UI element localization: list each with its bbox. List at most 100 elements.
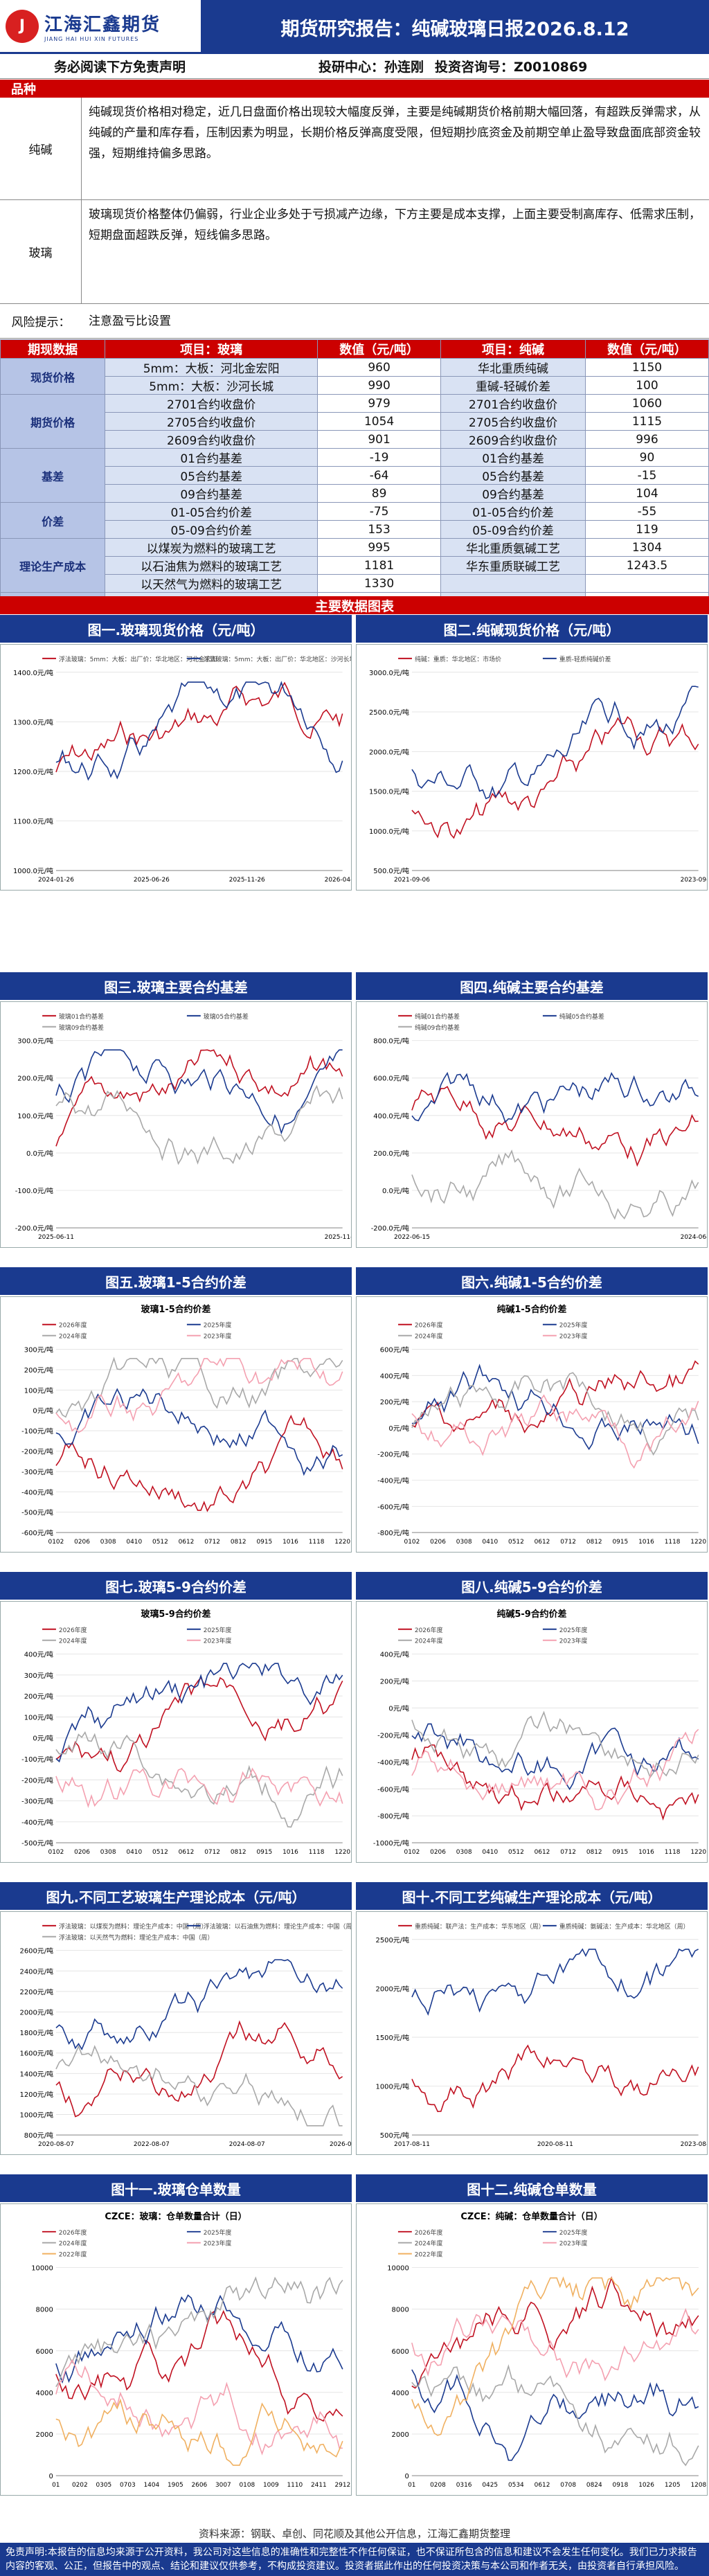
- x-tick-label: 2017-08-11: [394, 2141, 430, 2148]
- chart-panel: 浮法玻璃：以煤炭为燃料：理论生产成本：中国（周） 浮法玻璃：以石油焦为燃料：理论生…: [0, 1911, 352, 2155]
- report-header: J 江海汇鑫期货 JIANG HAI HUI XIN FUTURES 期货研究报…: [0, 0, 709, 54]
- series-line: [55, 1663, 343, 1763]
- table-cell: 以天然气为燃料的玻璃工艺: [105, 574, 318, 593]
- x-tick-label: 0512: [508, 1539, 524, 1546]
- y-tick-label: 500元/吨: [380, 2131, 409, 2140]
- chart-panel: 纯碱01合约基差 纯碱05合约基差 纯碱09合约基差 800.0元/吨 600.0元/吨…: [356, 1001, 708, 1248]
- series-line: [55, 2020, 343, 2118]
- x-tick-label: 0308: [100, 1849, 116, 1856]
- y-tick-label: 4000: [392, 2390, 409, 2397]
- chart-title: 图四.纯碱主要合约基差: [356, 972, 708, 1000]
- glass-text: 玻璃现货价格整体仍偏弱，行业企业多处于亏损减产边缘，下方主要是成本支撑，上面主要…: [89, 208, 701, 242]
- y-tick-label: 1200.0元/吨: [13, 767, 53, 776]
- x-tick-label: 0612: [535, 1849, 550, 1856]
- table-cell: 1243.5: [584, 556, 709, 575]
- legend-label: 2025年度: [559, 2228, 588, 2237]
- legend-label: 纯碱01合约基差: [415, 1012, 460, 1021]
- legend-label: 重质纯碱：氨碱法：生产成本：华北地区（周）: [559, 1922, 690, 1931]
- x-tick-label: 0305: [96, 2482, 111, 2489]
- x-tick-label: 0712: [204, 1849, 220, 1856]
- y-tick-label: 1400.0元/吨: [13, 668, 53, 677]
- legend-label: 2023年度: [559, 1637, 588, 1645]
- y-tick-label: -100元/吨: [21, 1755, 53, 1764]
- sources-note: 资料来源：钢联、卓创、同花顺及其他公开信息，江海汇鑫期货整理: [198, 2528, 510, 2540]
- y-tick-label: 1000.0元/吨: [369, 827, 409, 836]
- y-tick-label: 400元/吨: [380, 1650, 409, 1659]
- series-line: [55, 1388, 343, 1476]
- legend-label: 2023年度: [559, 2239, 588, 2248]
- legend-label: 2023年度: [204, 1637, 232, 1645]
- y-tick-label: 600.0元/吨: [373, 1074, 409, 1083]
- table-header-cell: 项目：玻璃: [105, 339, 318, 359]
- legend-label: 浮法玻璃：以天然气为燃料：理论生产成本：中国（周）: [59, 1933, 213, 1942]
- soda-commentary: 纯碱 纯碱现货价格相对稳定，近几日盘面价格出现较大幅度反弹，主要是纯碱期货价格前…: [0, 98, 709, 200]
- series-line: [55, 2276, 343, 2388]
- table-cell: 05合约基差: [105, 466, 318, 485]
- legend-label: 纯碱05合约基差: [559, 1012, 604, 1021]
- x-tick-label: 0534: [508, 2482, 524, 2489]
- disclaimer-link[interactable]: 务必阅读下方免责声明: [54, 60, 186, 75]
- x-tick-label: 1905: [168, 2482, 183, 2489]
- x-tick-label: 01: [408, 2482, 415, 2489]
- chart-subtitle: 纯碱1-5合约价差: [497, 1304, 567, 1315]
- chart-panel: 浮法玻璃：5mm：大板：出厂价：华北地区：河北金宏阳 浮法玻璃：5mm：大板：出厂…: [0, 644, 352, 891]
- y-tick-label: -300元/吨: [21, 1467, 53, 1476]
- table-row: 05-09合约价差 153 05-09合约价差 119: [1, 520, 709, 539]
- series-line: [55, 681, 343, 781]
- series-line: [411, 716, 699, 839]
- x-tick-label: 1118: [309, 1849, 325, 1856]
- table-row: 2705合约收盘价 1054 2705合约收盘价 1115: [1, 412, 709, 431]
- y-tick-label: 0元/吨: [33, 1406, 53, 1415]
- y-tick-label: 800.0元/吨: [373, 1037, 409, 1046]
- series-line: [411, 1086, 699, 1168]
- table-cell: 90: [584, 448, 709, 467]
- chart-title: 图八.纯碱5-9合约价差: [356, 1572, 708, 1600]
- y-tick-label: 300元/吨: [24, 1345, 53, 1354]
- table-cell: 2701合约收盘价: [440, 394, 586, 413]
- risk-row: 风险提示： 注意盈亏比设置: [0, 304, 709, 339]
- y-tick-label: -100.0元/吨: [15, 1186, 53, 1195]
- series-line: [55, 1049, 343, 1135]
- x-tick-label: 0612: [535, 2482, 550, 2489]
- table-cell: 990: [317, 376, 442, 395]
- table-cell: 01合约基差: [105, 448, 318, 467]
- table-cell: 2609合约收盘价: [440, 430, 586, 449]
- y-tick-label: 0: [405, 2473, 409, 2480]
- y-tick-label: 2000元/吨: [375, 1984, 409, 1993]
- table-header-cell: 期现数据: [0, 339, 106, 359]
- table-row: 以天然气为燃料的玻璃工艺 1330: [1, 574, 709, 593]
- legend-label: 玻璃09合约基差: [59, 1023, 104, 1032]
- x-tick-label: 2026-04-26: [325, 877, 351, 884]
- table-row: 期货价格 2701合约收盘价 979 2701合约收盘价 1060: [0, 394, 709, 449]
- y-tick-label: 800元/吨: [24, 2131, 53, 2140]
- y-tick-label: 1100.0元/吨: [13, 817, 53, 826]
- table-cell: 1060: [584, 394, 709, 413]
- table-cell: 1330: [317, 574, 442, 593]
- table-cell: 09合约基差: [440, 484, 586, 503]
- table-cell: 01-05合约价差: [440, 502, 586, 521]
- x-tick-label: 0308: [456, 1539, 472, 1546]
- y-tick-label: 2000: [392, 2431, 409, 2439]
- legend-label: 2024年度: [415, 2239, 443, 2248]
- legend-label: 重质-轻质纯碱价差: [559, 655, 611, 663]
- y-tick-label: -400元/吨: [21, 1487, 53, 1496]
- y-tick-label: 200.0元/吨: [17, 1074, 53, 1083]
- x-tick-label: 0915: [256, 1849, 272, 1856]
- y-tick-label: -200.0元/吨: [15, 1224, 53, 1233]
- chart-svg: 纯碱：重质：华北地区：市场价 重质-轻质纯碱价差 3000.0元/吨 2500.0元/…: [369, 655, 707, 884]
- x-tick-label: 0512: [508, 1849, 524, 1856]
- x-tick-label: 0812: [231, 1849, 246, 1856]
- series-line: [55, 2359, 343, 2456]
- x-tick-label: 0102: [404, 1539, 420, 1546]
- table-cell: 1150: [584, 358, 709, 377]
- chart-svg: 玻璃5-9合约价差 2026年度 2025年度 2024年度 2023年度 400元/吨 3…: [21, 1609, 350, 1856]
- table-cell: -64: [317, 466, 442, 485]
- x-tick-label: 2025-06-26: [134, 877, 170, 884]
- table-row: 理论生产成本 以煤炭为燃料的玻璃工艺 995 华北重质氨碱工艺 1304: [0, 538, 709, 593]
- table-header-cell: 数值（元/吨）: [584, 339, 709, 359]
- y-tick-label: 400.0元/吨: [373, 1111, 409, 1120]
- chart-panel: 纯碱5-9合约价差 2026年度 2025年度 2024年度 2023年度 400元/吨 2…: [356, 1601, 708, 1863]
- x-tick-label: 1205: [665, 2482, 681, 2489]
- x-tick-label: 0708: [560, 2482, 576, 2489]
- y-tick-label: 2000.0元/吨: [369, 747, 409, 756]
